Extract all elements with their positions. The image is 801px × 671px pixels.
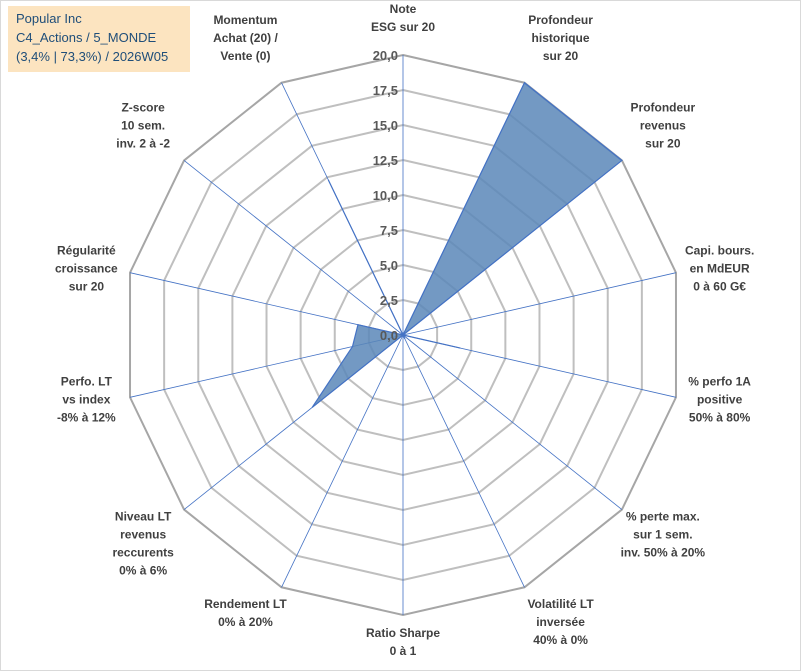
axis-label-line: Profondeur [631, 101, 696, 115]
axis-label-line: Achat (20) / [213, 31, 278, 45]
tick-label: 0,0 [380, 328, 398, 343]
axis-label-line: revenus [640, 119, 686, 133]
axis-spoke [402, 334, 623, 510]
axis-label: Profondeur revenus sur 20 [631, 101, 696, 151]
tick-label: 20,0 [373, 48, 398, 63]
title-category: C4_Actions / 5_MONDE [16, 30, 157, 45]
axis-label-line: sur 20 [69, 280, 105, 294]
axis-label: Volatilité LT inversée 40% à 0% [527, 597, 594, 647]
axis-spoke [183, 160, 404, 336]
axis-label-line: inv. 2 à -2 [116, 137, 170, 151]
tick-label: 17,5 [373, 83, 398, 98]
tick-label: 10,0 [373, 188, 398, 203]
radial-tick-labels: 0,0 2,5 5,0 7,5 10,0 12,5 15,0 17,5 20,0 [373, 48, 398, 343]
axis-label-line: inversée [536, 615, 585, 629]
axis-label-line: 50% à 80% [689, 410, 751, 424]
axis-label: Perfo. LT vs index -8% à 12% [57, 374, 116, 424]
axis-label: % perfo 1A positive 50% à 80% [688, 374, 751, 424]
tick-label: 12,5 [373, 153, 398, 168]
title-company: Popular Inc [16, 11, 82, 26]
axis-label-line: 0% à 20% [218, 615, 273, 629]
axis-label-line: Note [390, 2, 417, 16]
axis-spoke [402, 272, 677, 336]
axis-label-line: revenus [120, 527, 166, 541]
tick-label: 2,5 [380, 293, 398, 308]
axis-label-line: 0% à 6% [119, 563, 167, 577]
axis-label-line: Perfo. LT [61, 374, 113, 388]
title-stats: (3,4% | 73,3%) / 2026W05 [16, 49, 169, 64]
axis-label-line: 40% à 0% [533, 633, 588, 647]
axis-label-line: Rendement LT [204, 597, 287, 611]
axis-label-line: Ratio Sharpe [366, 626, 440, 640]
axis-label: Profondeur historique sur 20 [528, 13, 593, 63]
axis-label-line: -8% à 12% [57, 410, 116, 424]
axis-label-line: Z-score [121, 101, 165, 115]
axis-spoke [402, 334, 525, 588]
series-area [311, 81, 623, 408]
axis-label-line: 0 à 60 G€ [693, 280, 746, 294]
axis-label-line: vs index [62, 392, 110, 406]
axis-spoke [281, 334, 404, 588]
axis-label-line: 0 à 1 [390, 644, 417, 658]
axis-label: % perte max. sur 1 sem. inv. 50% à 20% [621, 509, 706, 559]
axis-label-line: % perte max. [626, 509, 700, 523]
axis-label: Régularité croissance sur 20 [55, 244, 118, 294]
tick-label: 5,0 [380, 258, 398, 273]
axis-label-line: sur 20 [543, 49, 579, 63]
axis-label-line: Profondeur [528, 13, 593, 27]
axis-labels: Note ESG sur 20 Profondeur historique sur 20… [55, 2, 754, 658]
axis-label-line: inv. 50% à 20% [621, 545, 706, 559]
axis-label-line: historique [532, 31, 590, 45]
axis-label: Capi. bours. en MdEUR 0 à 60 G€ [685, 244, 754, 294]
title-box: Popular Inc C4_Actions / 5_MONDE (3,4% |… [8, 6, 190, 72]
axis-label-line: positive [697, 392, 743, 406]
radar-series [311, 81, 623, 408]
axis-label-line: reccurents [112, 545, 174, 559]
axis-label-line: ESG sur 20 [371, 20, 435, 34]
axis-label: Note ESG sur 20 [371, 2, 435, 34]
axis-label-line: sur 1 sem. [633, 527, 692, 541]
axis-label-line: Niveau LT [115, 509, 172, 523]
axis-label-line: 10 sem. [121, 119, 165, 133]
axis-label-line: % perfo 1A [688, 374, 751, 388]
tick-label: 7,5 [380, 223, 398, 238]
axis-label: Ratio Sharpe 0 à 1 [366, 626, 440, 658]
axis-label: Rendement LT 0% à 20% [204, 597, 287, 629]
axis-label-line: sur 20 [645, 137, 681, 151]
axis-label-line: Capi. bours. [685, 244, 754, 258]
axis-label: Z-score 10 sem. inv. 2 à -2 [116, 101, 170, 151]
axis-label-line: Momentum [213, 13, 277, 27]
axis-label-line: croissance [55, 262, 118, 276]
axis-label-line: Volatilité LT [527, 597, 594, 611]
axis-label: Niveau LT revenus reccurents 0% à 6% [112, 509, 174, 577]
axis-label-line: en MdEUR [690, 262, 750, 276]
tick-label: 15,0 [373, 118, 398, 133]
axis-label-line: Vente (0) [220, 49, 270, 63]
axis-label: Momentum Achat (20) / Vente (0) [213, 13, 278, 63]
axis-label-line: Régularité [57, 244, 116, 258]
